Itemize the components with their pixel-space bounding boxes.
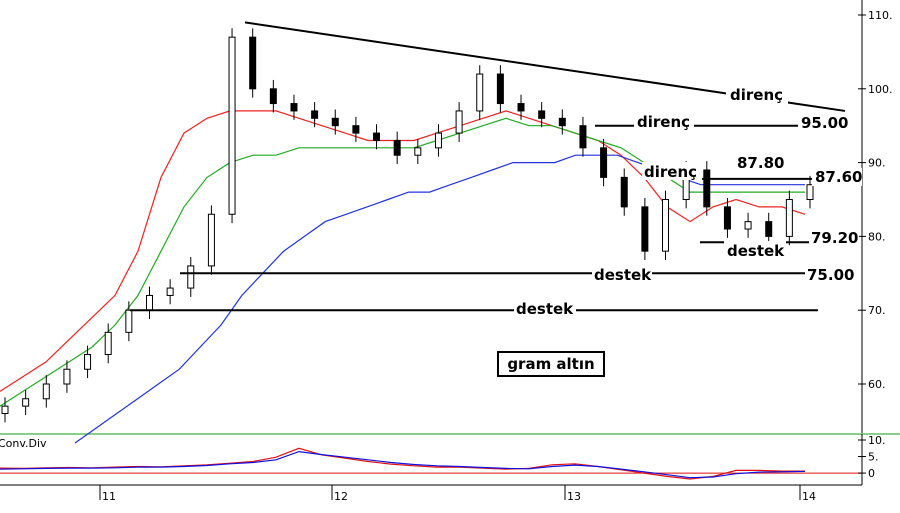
level-75-label: 75.00	[807, 266, 854, 284]
price-layer	[0, 21, 846, 444]
candle-body	[104, 331, 112, 355]
candle-body	[620, 176, 628, 208]
destek-70-label: destek	[516, 300, 574, 318]
level-8780-label: 87.80	[737, 154, 784, 172]
candle-body	[187, 265, 195, 289]
candle-body	[414, 147, 422, 156]
candle-body	[228, 36, 236, 215]
candle-body	[744, 221, 752, 230]
candle-body	[63, 368, 71, 385]
candle-body	[166, 287, 174, 296]
level-8760-label: 87.60	[815, 168, 862, 186]
candle-body	[145, 294, 153, 311]
ind-tick-label: 5.	[868, 451, 879, 464]
direnc-top-label: direnç	[730, 86, 783, 104]
candle-body	[311, 110, 319, 119]
candle-body	[765, 221, 773, 237]
candle-body	[207, 213, 215, 267]
candle-body	[806, 184, 814, 201]
candle-body	[579, 125, 587, 149]
destek-79-label: destek	[727, 242, 785, 260]
ma-line-2	[0, 117, 805, 407]
candle-body	[84, 353, 92, 370]
candle-body	[538, 110, 546, 119]
candle-body	[476, 73, 484, 112]
x-tick-label: 11	[102, 490, 116, 503]
candle-body	[785, 199, 793, 237]
x-tick-label: 12	[334, 490, 348, 503]
title-box	[497, 351, 605, 377]
candle-body	[662, 199, 670, 252]
candle-body	[455, 110, 463, 134]
candle-body	[42, 383, 50, 400]
indicator-line-1	[0, 447, 805, 480]
candle-body	[22, 398, 30, 407]
x-tick-label: 13	[567, 490, 581, 503]
y-tick-label: 80.	[868, 230, 886, 243]
candle-body	[496, 73, 504, 105]
chart-title: gram altın	[507, 355, 594, 373]
candle-body	[290, 103, 298, 112]
candle-body	[249, 36, 257, 90]
ma-line-1	[0, 110, 806, 392]
candle-body	[373, 132, 381, 141]
y-tick-label: 60.	[868, 378, 886, 391]
y-tick-label: 110.	[868, 9, 893, 22]
candle-body	[125, 309, 133, 333]
candle-body	[393, 139, 401, 156]
candle-body	[641, 206, 649, 252]
candle-body	[703, 169, 711, 208]
candle-body	[434, 132, 442, 149]
direnc-mid-label: direnç	[637, 113, 690, 131]
level-7920-label: 79.20	[811, 229, 858, 247]
indicator-label: Conv.Div	[0, 437, 47, 450]
candle-body	[517, 103, 525, 112]
ind-tick-label: 0	[868, 467, 875, 480]
candle-body	[352, 125, 360, 134]
y-tick-label: 90.	[868, 157, 886, 170]
candle-body	[600, 147, 608, 178]
direnc-low-label: direnç	[644, 163, 697, 181]
ind-tick-label: 10.	[868, 434, 886, 447]
candle-body	[723, 206, 731, 230]
axis-layer: 110. 100. 90. 80. 70. 60. 11 12 13 14 10. 5. 0	[99, 9, 893, 503]
indicator-line-2	[0, 450, 806, 479]
level-95-label: 95.00	[801, 114, 848, 132]
indicator-layer	[0, 447, 862, 480]
destek-75-label: destek	[594, 266, 652, 284]
candle-body	[1, 405, 9, 415]
candle-body	[331, 117, 339, 127]
y-tick-label: 100.	[868, 83, 893, 96]
candle-body	[558, 117, 566, 127]
ma-line-3	[74, 154, 805, 444]
y-tick-label: 70.	[868, 304, 886, 317]
x-tick-label: 14	[802, 490, 816, 503]
candle-body	[269, 88, 277, 105]
